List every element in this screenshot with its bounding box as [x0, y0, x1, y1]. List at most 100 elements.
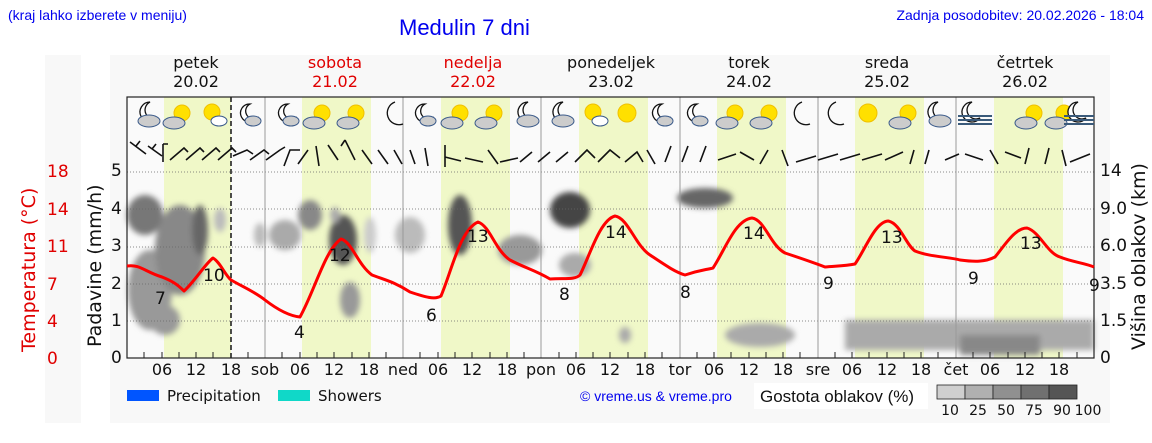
svg-text:06: 06: [152, 360, 172, 379]
svg-text:06: 06: [290, 360, 310, 379]
day-dividers: [264, 97, 957, 358]
temp-tick: 0: [47, 349, 58, 369]
sun-cloud-icon: [440, 104, 469, 130]
last-update: Zadnja posodobitev: 20.02.2026 - 18:04: [896, 7, 1144, 23]
temp-tick: 18: [47, 162, 69, 182]
svg-text:12: 12: [324, 360, 344, 379]
svg-text:12: 12: [186, 360, 206, 379]
temp-min-label: 9: [968, 269, 979, 289]
svg-text:sre: sre: [806, 360, 830, 379]
svg-text:25: 25: [969, 403, 987, 419]
temp-min-label: 4: [294, 323, 305, 343]
temp-max-label: 14: [605, 223, 627, 243]
precip-tick: 5: [111, 161, 122, 181]
day-header-6: četrtek 26.02: [996, 53, 1054, 91]
moon-icon: [793, 101, 811, 126]
sun-cloud-icon: [336, 104, 365, 130]
temp-tick: 11: [47, 237, 69, 257]
sun-cloud-icon: [162, 104, 191, 130]
precipitation-swatch: [127, 390, 159, 401]
precip-tick: 3: [111, 236, 122, 256]
legend-precipitation: Precipitation: [167, 387, 261, 405]
svg-text:12: 12: [739, 360, 759, 379]
svg-text:06: 06: [704, 360, 724, 379]
cloud-density-layer: [127, 188, 1094, 355]
svg-text:18: 18: [773, 360, 793, 379]
svg-text:12: 12: [600, 360, 620, 379]
temp-tick: 7: [47, 275, 58, 295]
svg-text:06: 06: [566, 360, 586, 379]
temperature-line: [126, 214, 1095, 319]
sun-small-cloud-icon: [203, 103, 228, 127]
sun-cloud-icon: [888, 104, 917, 130]
precip-tick: 1: [111, 311, 122, 331]
svg-text:06: 06: [428, 360, 448, 379]
sun-small-cloud-icon: [584, 103, 609, 127]
moon-cloud-icon: [927, 101, 952, 128]
temp-min-label: 9: [1089, 276, 1100, 296]
region-hint[interactable]: (kraj lahko izberete v meniju): [8, 7, 187, 23]
moon-icon: [827, 101, 845, 126]
svg-text:12: 12: [462, 360, 482, 379]
temp-min-label: 8: [559, 285, 570, 305]
sun-icon: [858, 103, 878, 123]
page-title: Medulin 7 dni: [399, 15, 530, 40]
temp-min-label: 8: [680, 283, 691, 303]
svg-text:06: 06: [980, 360, 1000, 379]
svg-text:čet: čet: [944, 360, 969, 379]
svg-text:18: 18: [359, 360, 379, 379]
moon-cloud-icon: [516, 101, 540, 128]
temp-tick: 14: [47, 200, 69, 220]
moon-cloud-icon: [686, 103, 709, 127]
weather-icon-row: [137, 101, 1094, 130]
cloud-tick: 3.5: [1100, 274, 1128, 294]
moon-cloud-icon: [137, 101, 161, 128]
copyright-link: © vreme.us & vreme.pro: [580, 388, 732, 404]
svg-text:18: 18: [1049, 360, 1069, 379]
svg-text:75: 75: [1025, 403, 1043, 419]
moon-cloud-icon: [414, 103, 437, 127]
cloud-density-scale: [936, 384, 1078, 400]
svg-text:sob: sob: [251, 360, 279, 379]
day-header-0: petek 20.02: [173, 53, 219, 91]
moon-fog-icon: [1064, 101, 1094, 125]
temp-annotations: 7 10 4 12 6 13 8 14 8 14 9 13 9 13 9: [155, 223, 1100, 343]
wind-barbs: [129, 139, 1091, 167]
svg-text:18: 18: [635, 360, 655, 379]
svg-text:ned: ned: [388, 360, 418, 379]
precip-tick: 2: [111, 274, 122, 294]
sun-cloud-icon: [749, 104, 778, 130]
day-header-4: torek 24.02: [726, 53, 772, 91]
svg-text:10: 10: [941, 403, 959, 419]
moon-cloud-icon: [239, 103, 262, 127]
moon-cloud-icon: [277, 103, 300, 127]
svg-text:100: 100: [1075, 403, 1102, 419]
sun-icon: [617, 103, 637, 123]
temp-max-label: 13: [1020, 234, 1042, 254]
temp-min-label: 6: [426, 306, 437, 326]
svg-text:18: 18: [221, 360, 241, 379]
moon-fog-icon: [958, 101, 992, 125]
temp-max-label: 14: [743, 224, 765, 244]
moon-icon: [386, 101, 404, 126]
cloud-tick: 6.0: [1100, 236, 1128, 256]
x-axis-labels: 06 12 18 sob 06 12 18 ned 06 12 18 pon 0…: [152, 360, 1069, 379]
svg-text:pon: pon: [526, 360, 556, 379]
cloud-density-label: Gostota oblakov (%): [760, 387, 914, 406]
day-header-5: sreda 25.02: [864, 53, 910, 91]
temp-axis-panel: [45, 55, 81, 423]
temp-tick: 4: [47, 312, 58, 332]
svg-text:90: 90: [1053, 403, 1071, 419]
precip-tick: 0: [111, 348, 122, 368]
svg-text:06: 06: [842, 360, 862, 379]
precip-tick: 4: [111, 199, 122, 219]
temp-max-label: 12: [329, 246, 351, 266]
sun-cloud-icon: [715, 104, 744, 130]
day-header-3: ponedeljek 23.02: [567, 53, 655, 91]
legend: Precipitation Showers © vreme.us & vreme…: [127, 383, 1101, 419]
svg-text:12: 12: [1015, 360, 1035, 379]
grid-lines: [127, 171, 1094, 322]
sun-cloud-icon: [474, 104, 503, 130]
temp-min-label: 9: [823, 274, 834, 294]
svg-text:50: 50: [997, 403, 1015, 419]
